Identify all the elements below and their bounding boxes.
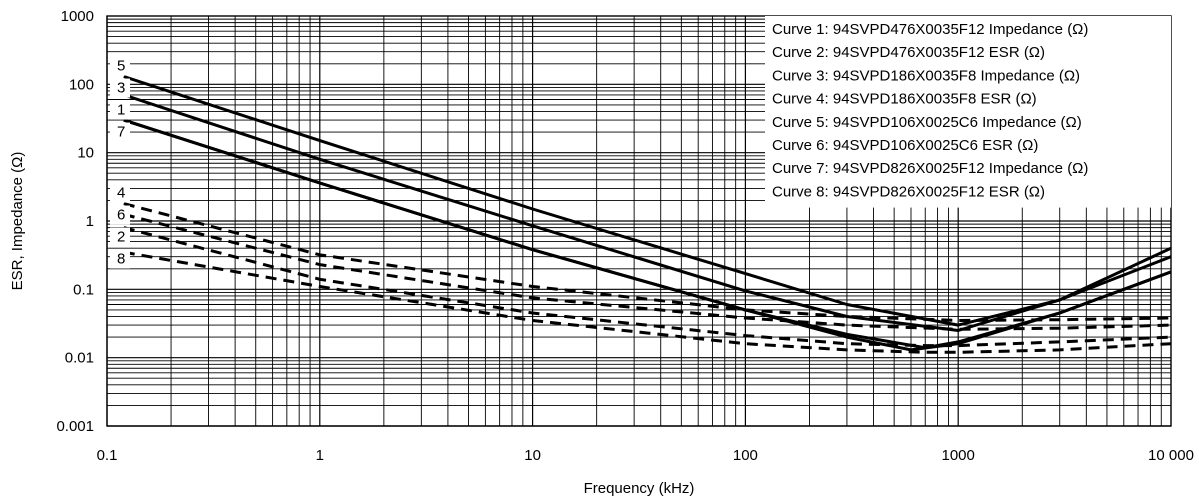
curve-5-line	[123, 75, 1172, 327]
legend-entry: Curve 1: 94SVPD476X0035F12 Impedance (Ω)	[772, 21, 1088, 38]
x-tick-label: 100	[733, 447, 758, 464]
x-tick-label: 0.1	[97, 447, 118, 464]
y-tick-label: 0.01	[65, 350, 94, 367]
y-tick-label: 0.1	[73, 281, 94, 298]
x-tick-label: 1000	[942, 447, 975, 464]
y-tick-label: 0.001	[56, 418, 94, 435]
curve-6-line	[123, 212, 1172, 331]
curve-number-bg	[110, 78, 130, 98]
curve-number-bg	[110, 205, 130, 225]
curve-number-bg	[110, 56, 130, 76]
curve-2-line	[123, 226, 1172, 348]
y-axis-title: ESR, Impedance (Ω)	[9, 152, 26, 291]
curve-number-bg	[110, 100, 130, 120]
curve-number-bg	[110, 227, 130, 247]
curve-number-bg	[110, 122, 130, 142]
x-tick-label: 10 000	[1148, 447, 1194, 464]
legend-entry: Curve 4: 94SVPD186X0035F8 ESR (Ω)	[772, 91, 1037, 108]
legend-entry: Curve 8: 94SVPD826X0025F12 ESR (Ω)	[772, 183, 1045, 200]
legend-entry: Curve 2: 94SVPD476X0035F12 ESR (Ω)	[772, 44, 1045, 61]
curve-number-bg	[110, 183, 130, 203]
curve-number-label: 3	[117, 80, 125, 97]
curve-4-line	[123, 202, 1172, 322]
plot-frame	[106, 15, 1172, 427]
legend-entry: Curve 5: 94SVPD106X0025C6 Impedance (Ω)	[772, 114, 1082, 131]
curve-number-label: 4	[117, 185, 125, 202]
x-tick-labels: 0.1 1 10 100 1000 10 000	[97, 447, 1194, 464]
curve-number-label: 5	[117, 58, 125, 75]
y-tick-label: 10	[77, 145, 94, 162]
curve-number-label: 6	[117, 207, 125, 224]
legend: Curve 1: 94SVPD476X0035F12 Impedance (Ω)…	[765, 16, 1171, 208]
legend-entry: Curve 7: 94SVPD826X0025F12 Impedance (Ω)	[772, 160, 1088, 177]
x-tick-label: 10	[524, 447, 541, 464]
y-tick-label: 1	[86, 213, 94, 230]
legend-background	[765, 16, 1171, 208]
legend-entry: Curve 3: 94SVPD186X0035F8 Impedance (Ω)	[772, 67, 1080, 84]
x-axis-title: Frequency (kHz)	[584, 480, 695, 497]
curve-8-line	[123, 250, 1172, 354]
curves	[123, 75, 1172, 354]
curve-7-line	[123, 118, 1172, 352]
y-tick-labels: 0.001 0.01 0.1 1 10 100 1000	[56, 8, 94, 435]
curve-number-label: 1	[117, 102, 125, 119]
curve-number-label: 7	[117, 124, 125, 141]
y-tick-label: 1000	[61, 8, 94, 25]
x-tick-label: 1	[316, 447, 324, 464]
curve-number-labels: 5 3 1 7 4 6 2 8	[110, 56, 130, 269]
curve-number-bg	[110, 249, 130, 269]
legend-entry: Curve 6: 94SVPD106X0025C6 ESR (Ω)	[772, 137, 1038, 154]
y-tick-label: 100	[69, 76, 94, 93]
curve-number-label: 2	[117, 229, 125, 246]
curve-number-label: 8	[117, 251, 125, 268]
